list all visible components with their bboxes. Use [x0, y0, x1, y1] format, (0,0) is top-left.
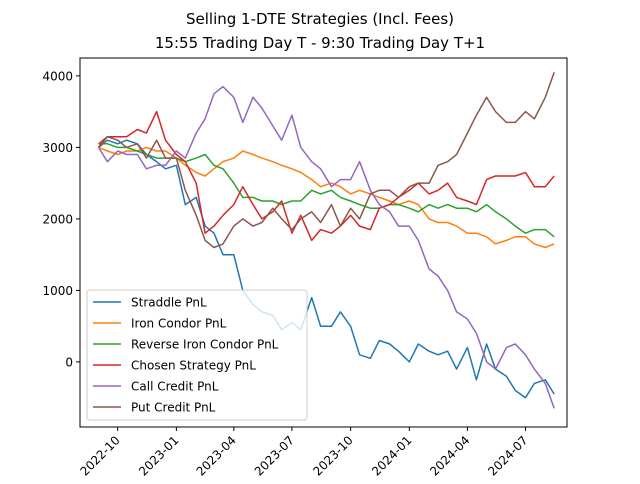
legend-label: Put Credit PnL [131, 401, 216, 415]
chart-subtitle: 15:55 Trading Day T - 9:30 Trading Day T… [155, 34, 485, 52]
x-tick-label: 2023-01 [136, 433, 181, 478]
x-tick-label: 2023-07 [252, 433, 297, 478]
legend-box [86, 289, 308, 421]
plot-frame [79, 57, 568, 428]
series-line-chosen-strategy-pnl [97, 110, 555, 242]
legend-label: Call Credit PnL [131, 380, 219, 394]
series-line-call-credit-pnl [97, 85, 555, 409]
x-tick-label: 2024-07 [485, 433, 530, 478]
y-tick-label: 3000 [42, 141, 73, 155]
legend-label: Iron Condor PnL [131, 317, 227, 331]
y-tick-label: 2000 [42, 212, 73, 226]
legend-label: Straddle PnL [131, 296, 207, 310]
y-tick-label: 4000 [42, 69, 73, 83]
series-line-put-credit-pnl [98, 72, 555, 249]
x-tick-label: 2023-10 [310, 433, 355, 478]
x-axis: 2022-10 2023-01 2023-04 2023-07 2023-10 2024-… [77, 427, 531, 479]
series-lines [97, 72, 555, 409]
series-line-iron-condor-pnl [98, 146, 555, 249]
x-tick-label: 2022-10 [77, 433, 122, 478]
x-tick-label: 2024-01 [369, 433, 414, 478]
y-tick-label: 0 [65, 355, 73, 369]
y-axis: 0 1000 2000 3000 4000 [42, 69, 80, 369]
legend-label: Reverse Iron Condor PnL [131, 338, 279, 352]
y-tick-label: 1000 [42, 284, 73, 298]
legend-label: Chosen Strategy PnL [131, 359, 256, 373]
series-line-straddle-pnl [98, 139, 555, 399]
x-tick-label: 2024-04 [427, 433, 472, 478]
chart-title: Selling 1-DTE Strategies (Incl. Fees) [186, 10, 454, 28]
x-tick-label: 2023-04 [194, 433, 239, 478]
legend: Straddle PnL Iron Condor PnL Reverse Iron … [86, 289, 308, 421]
